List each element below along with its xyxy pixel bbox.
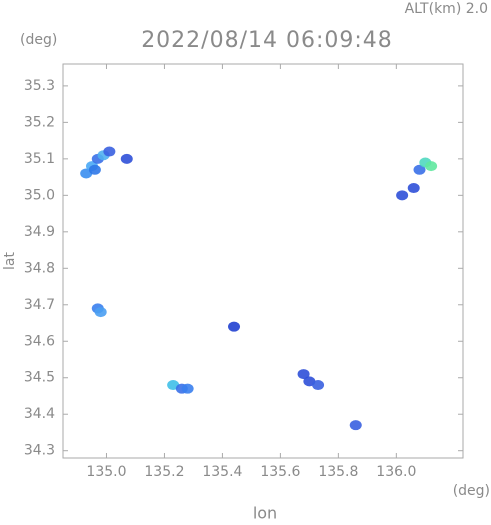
- y-tick-label: 34.4: [24, 406, 55, 422]
- altitude: ALT(km) 2.0: [405, 1, 488, 17]
- y-unit: (deg): [20, 32, 57, 48]
- y-tick-label: 35.3: [24, 78, 55, 94]
- echo: [103, 146, 116, 157]
- echo: [407, 183, 420, 194]
- echo: [413, 164, 426, 175]
- echo: [312, 380, 325, 391]
- echo: [88, 164, 101, 175]
- x-axis-label: lon: [253, 504, 277, 522]
- echo: [120, 153, 133, 164]
- chart-title: 2022/08/14 06:09:48: [141, 28, 393, 53]
- echo: [396, 190, 409, 201]
- echo: [349, 420, 362, 431]
- y-tick-label: 34.3: [24, 443, 55, 459]
- echo: [425, 161, 438, 172]
- y-tick-label: 35.1: [24, 151, 55, 167]
- x-tick-label: 135.4: [202, 464, 242, 480]
- x-unit: (deg): [453, 483, 490, 499]
- echo: [94, 307, 107, 318]
- x-tick-label: 135.2: [144, 464, 184, 480]
- y-tick-label: 34.6: [24, 333, 55, 349]
- echo: [181, 383, 194, 394]
- y-tick-label: 35.0: [24, 187, 55, 203]
- plot-frame: [62, 63, 464, 459]
- x-tick-label: 135.6: [260, 464, 300, 480]
- y-tick-label: 34.8: [24, 260, 55, 276]
- y-tick-label: 35.2: [24, 114, 55, 130]
- x-tick-label: 136.0: [376, 464, 416, 480]
- echo: [297, 369, 310, 380]
- x-tick-label: 135.0: [86, 464, 126, 480]
- x-tick-label: 135.8: [318, 464, 358, 480]
- y-tick-label: 34.5: [24, 370, 55, 386]
- echo: [228, 321, 241, 332]
- y-axis-label: lat: [2, 252, 18, 270]
- y-tick-label: 34.9: [24, 224, 55, 240]
- y-tick-label: 34.7: [24, 297, 55, 313]
